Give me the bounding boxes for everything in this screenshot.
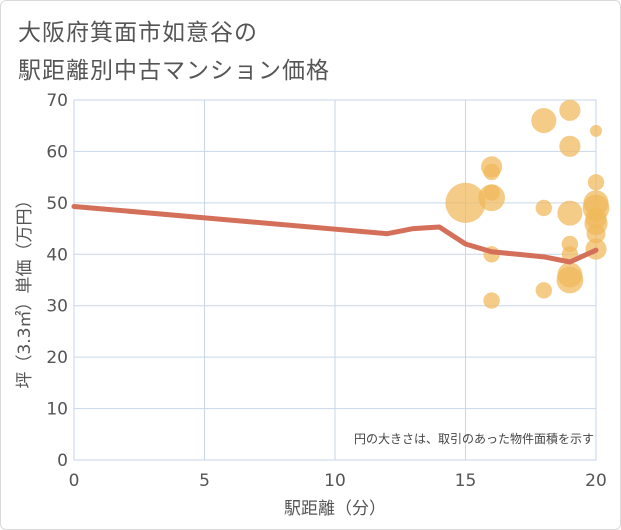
chart-title: 大阪府箕面市如意谷の 駅距離別中古マンション価格 <box>18 14 330 90</box>
y-tick-label: 30 <box>46 297 68 317</box>
bubble-point <box>535 282 553 299</box>
bubble-point <box>445 182 486 223</box>
bubble-point <box>587 174 605 191</box>
bubble-point <box>559 99 581 121</box>
bubble-point <box>535 199 553 217</box>
x-tick-label: 20 <box>585 471 607 491</box>
y-tick-label: 20 <box>46 348 68 368</box>
bubble-point <box>483 163 500 181</box>
bubble-size-note: 円の大きさは、取引のあった物件面積を示す <box>354 431 594 446</box>
x-tick-label: 10 <box>324 471 346 491</box>
chart-title-line-2: 駅距離別中古マンション価格 <box>18 58 330 84</box>
bubble-point <box>531 108 557 134</box>
x-tick-label: 0 <box>69 471 80 491</box>
y-tick-label: 40 <box>46 245 68 265</box>
y-tick-label: 10 <box>46 400 68 420</box>
y-tick-label: 60 <box>46 142 68 162</box>
average-price-line <box>71 203 599 265</box>
bubble-point <box>557 200 583 226</box>
bubble-point <box>586 224 606 244</box>
axis-ticks: 0 5 10 15 20 0 10 20 30 40 50 60 70 <box>46 91 606 491</box>
chart-title-line-1: 大阪府箕面市如意谷の <box>18 20 258 46</box>
x-axis-label: 駅距離（分） <box>284 499 386 519</box>
bubble-point <box>478 184 505 212</box>
average-line-series <box>71 203 599 265</box>
x-tick-label: 5 <box>199 471 210 491</box>
y-tick-label: 0 <box>57 451 68 471</box>
bubble-point <box>590 124 602 137</box>
bubble-point <box>556 266 584 294</box>
bubble-point <box>483 292 500 309</box>
y-axis-label: 坪（3.3㎡）単価（万円） <box>15 191 35 388</box>
x-tick-label: 15 <box>455 471 477 491</box>
y-tick-label: 70 <box>46 91 68 111</box>
y-tick-label: 50 <box>46 194 68 214</box>
bubble-series <box>445 99 610 309</box>
bubble-point <box>559 135 581 157</box>
